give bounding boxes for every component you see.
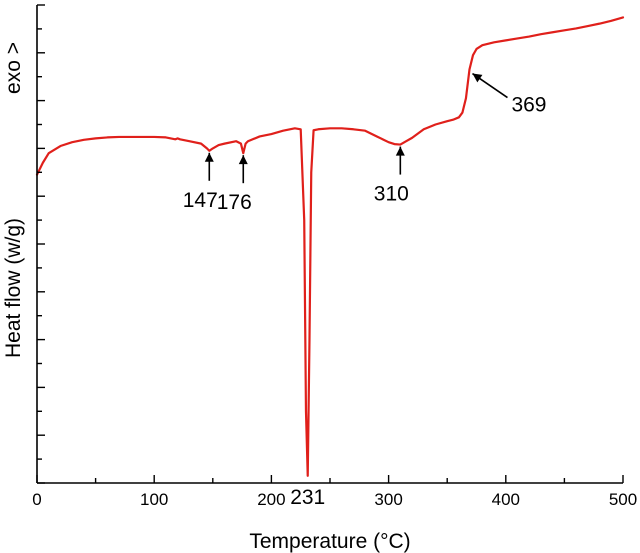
x-tick-label: 0: [32, 490, 41, 509]
y-axis-label: Heat flow (w/g): [2, 218, 25, 358]
x-ticks: 0 100 200 300 400 500: [32, 475, 637, 509]
heat-flow-line: [35, 16, 625, 477]
x-tick-label: 400: [492, 490, 520, 509]
annotation-arrow: [395, 146, 405, 175]
x-tick-label: 500: [609, 490, 637, 509]
x-tick-label: 100: [140, 490, 168, 509]
peak-label: 310: [374, 183, 409, 206]
x-tick-label: 200: [257, 490, 285, 509]
x-axis-label: Temperature (°C): [249, 530, 410, 553]
peak-label: 176: [217, 191, 252, 214]
axes: [36, 5, 623, 484]
x-tick-label: 300: [374, 490, 402, 509]
peak-label: 147: [183, 189, 218, 212]
annotation-arrow: [204, 152, 214, 181]
plot-area: [35, 16, 625, 477]
peak-label: 231: [290, 486, 325, 509]
exo-direction-label: exo >: [2, 42, 25, 94]
annotation-arrow: [238, 155, 248, 184]
y-ticks: [37, 4, 45, 484]
annotation-arrow: [472, 72, 508, 99]
peak-label: 369: [511, 94, 546, 117]
